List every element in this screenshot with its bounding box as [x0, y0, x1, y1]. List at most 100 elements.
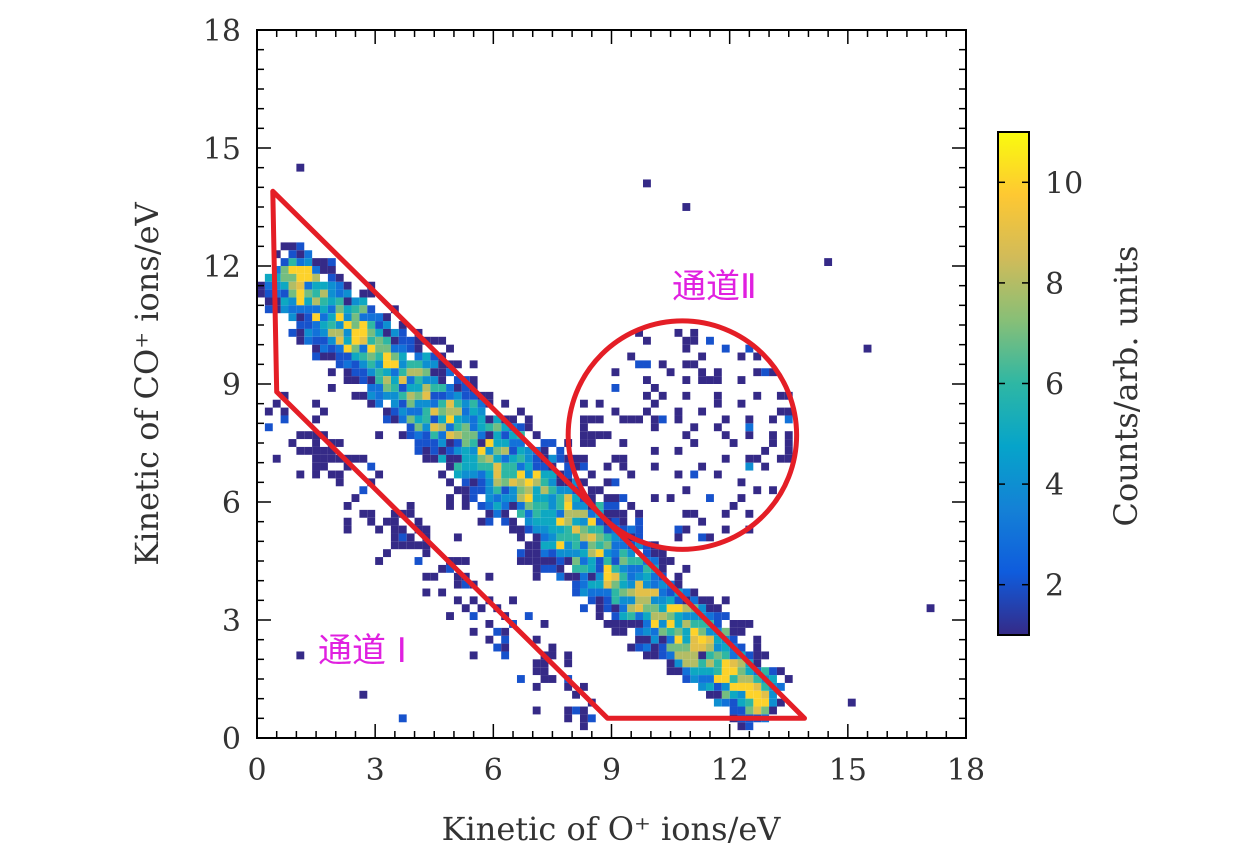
- heatmap-bin: [438, 446, 447, 455]
- heatmap-bin: [367, 509, 376, 518]
- heatmap-bin: [501, 470, 510, 479]
- heatmap-bin: [335, 313, 344, 322]
- heatmap-bin: [398, 328, 407, 337]
- heatmap-bin: [579, 722, 588, 731]
- heatmap-bin: [422, 431, 431, 440]
- heatmap-bin: [650, 572, 659, 581]
- heatmap-bin: [619, 580, 628, 589]
- heatmap-bin: [603, 541, 612, 550]
- heatmap-bin: [587, 470, 596, 479]
- heatmap-bin: [280, 415, 289, 424]
- heatmap-bin: [658, 557, 667, 565]
- heatmap-bin: [351, 297, 360, 306]
- heatmap-bin: [532, 533, 541, 542]
- heatmap-bin: [713, 635, 722, 644]
- heatmap-bin: [595, 525, 604, 534]
- heatmap-bin: [698, 627, 707, 636]
- heatmap-bin: [548, 478, 557, 487]
- heatmap-bin: [367, 313, 376, 322]
- heatmap-bin: [603, 525, 612, 534]
- heatmap-bin: [367, 391, 376, 400]
- heatmap-bin: [493, 643, 502, 652]
- heatmap-bin: [611, 502, 620, 510]
- heatmap-bin: [296, 470, 305, 479]
- heatmap-bin: [422, 384, 431, 392]
- heatmap-bin: [390, 376, 399, 384]
- heatmap-bin: [296, 273, 305, 282]
- heatmap-bin: [438, 588, 447, 597]
- heatmap-bin: [579, 478, 588, 487]
- heatmap-bin: [603, 564, 612, 573]
- heatmap-bins: [257, 163, 935, 731]
- heatmap-bin: [493, 423, 502, 432]
- heatmap-bin: [603, 588, 612, 597]
- heatmap-bin: [643, 612, 651, 620]
- heatmap-bin: [674, 667, 683, 676]
- heatmap-bin: [343, 502, 352, 510]
- heatmap-bin: [461, 391, 470, 400]
- heatmap-bin: [351, 321, 360, 329]
- heatmap-bin: [524, 517, 533, 526]
- heatmap-bin: [650, 635, 659, 644]
- heatmap-bin: [296, 250, 305, 259]
- heatmap-bin: [556, 509, 565, 518]
- heatmap-bin: [713, 698, 722, 707]
- heatmap-bin: [430, 360, 439, 369]
- heatmap-bin: [690, 336, 699, 345]
- heatmap-bin: [304, 328, 313, 337]
- heatmap-bin: [643, 580, 651, 589]
- heatmap-bin: [469, 462, 478, 471]
- heatmap-bin: [296, 266, 305, 274]
- heatmap-bin: [367, 399, 376, 408]
- heatmap-bin: [595, 588, 604, 597]
- heatmap-bin: [477, 462, 486, 471]
- heatmap-bin: [532, 462, 541, 471]
- heatmap-bin: [461, 431, 470, 440]
- heatmap-bin: [406, 509, 415, 518]
- heatmap-bin: [706, 659, 714, 668]
- heatmap-bin: [635, 541, 644, 550]
- heatmap-bin: [335, 478, 344, 487]
- heatmap-bin: [446, 502, 454, 510]
- heatmap-bin: [548, 675, 557, 683]
- heatmap-bin: [296, 305, 305, 314]
- heatmap-bin: [713, 659, 722, 668]
- heatmap-bin: [658, 588, 667, 597]
- heatmap-bin: [312, 281, 321, 290]
- heatmap-bin: [422, 391, 431, 400]
- heatmap-bin: [509, 470, 517, 479]
- heatmap-bin: [666, 612, 675, 620]
- heatmap-bin: [611, 580, 620, 589]
- heatmap-bin: [296, 163, 305, 172]
- heatmap-bin: [658, 620, 667, 628]
- heatmap-bin: [698, 517, 707, 526]
- heatmap-bin: [611, 368, 620, 377]
- heatmap-bin: [312, 439, 321, 447]
- x-tick-label: 6: [484, 753, 503, 788]
- heatmap-bin: [572, 509, 580, 518]
- heatmap-bin: [390, 384, 399, 392]
- heatmap-bin: [769, 667, 777, 676]
- heatmap-bin: [579, 541, 588, 550]
- heatmap-bin: [264, 305, 273, 314]
- heatmap-bin: [698, 596, 707, 605]
- heatmap-bin: [375, 313, 384, 322]
- heatmap-bin: [469, 651, 478, 660]
- heatmap-bin: [650, 423, 659, 432]
- heatmap-bin: [603, 572, 612, 581]
- heatmap-bin: [729, 667, 738, 676]
- heatmap-bin: [343, 328, 352, 337]
- heatmap-bin: [658, 580, 667, 589]
- heatmap-bin: [516, 478, 525, 487]
- heatmap-bin: [501, 509, 510, 518]
- heatmap-bin: [698, 604, 707, 613]
- heatmap-bin: [745, 675, 754, 683]
- heatmap-bin: [280, 281, 289, 290]
- heatmap-bin: [272, 250, 281, 259]
- heatmap-bin: [721, 344, 730, 353]
- heatmap-bin: [769, 698, 777, 707]
- heatmap-bin: [335, 336, 344, 345]
- heatmap-bin: [690, 651, 699, 660]
- heatmap-bin: [516, 423, 525, 432]
- heatmap-bin: [320, 321, 328, 329]
